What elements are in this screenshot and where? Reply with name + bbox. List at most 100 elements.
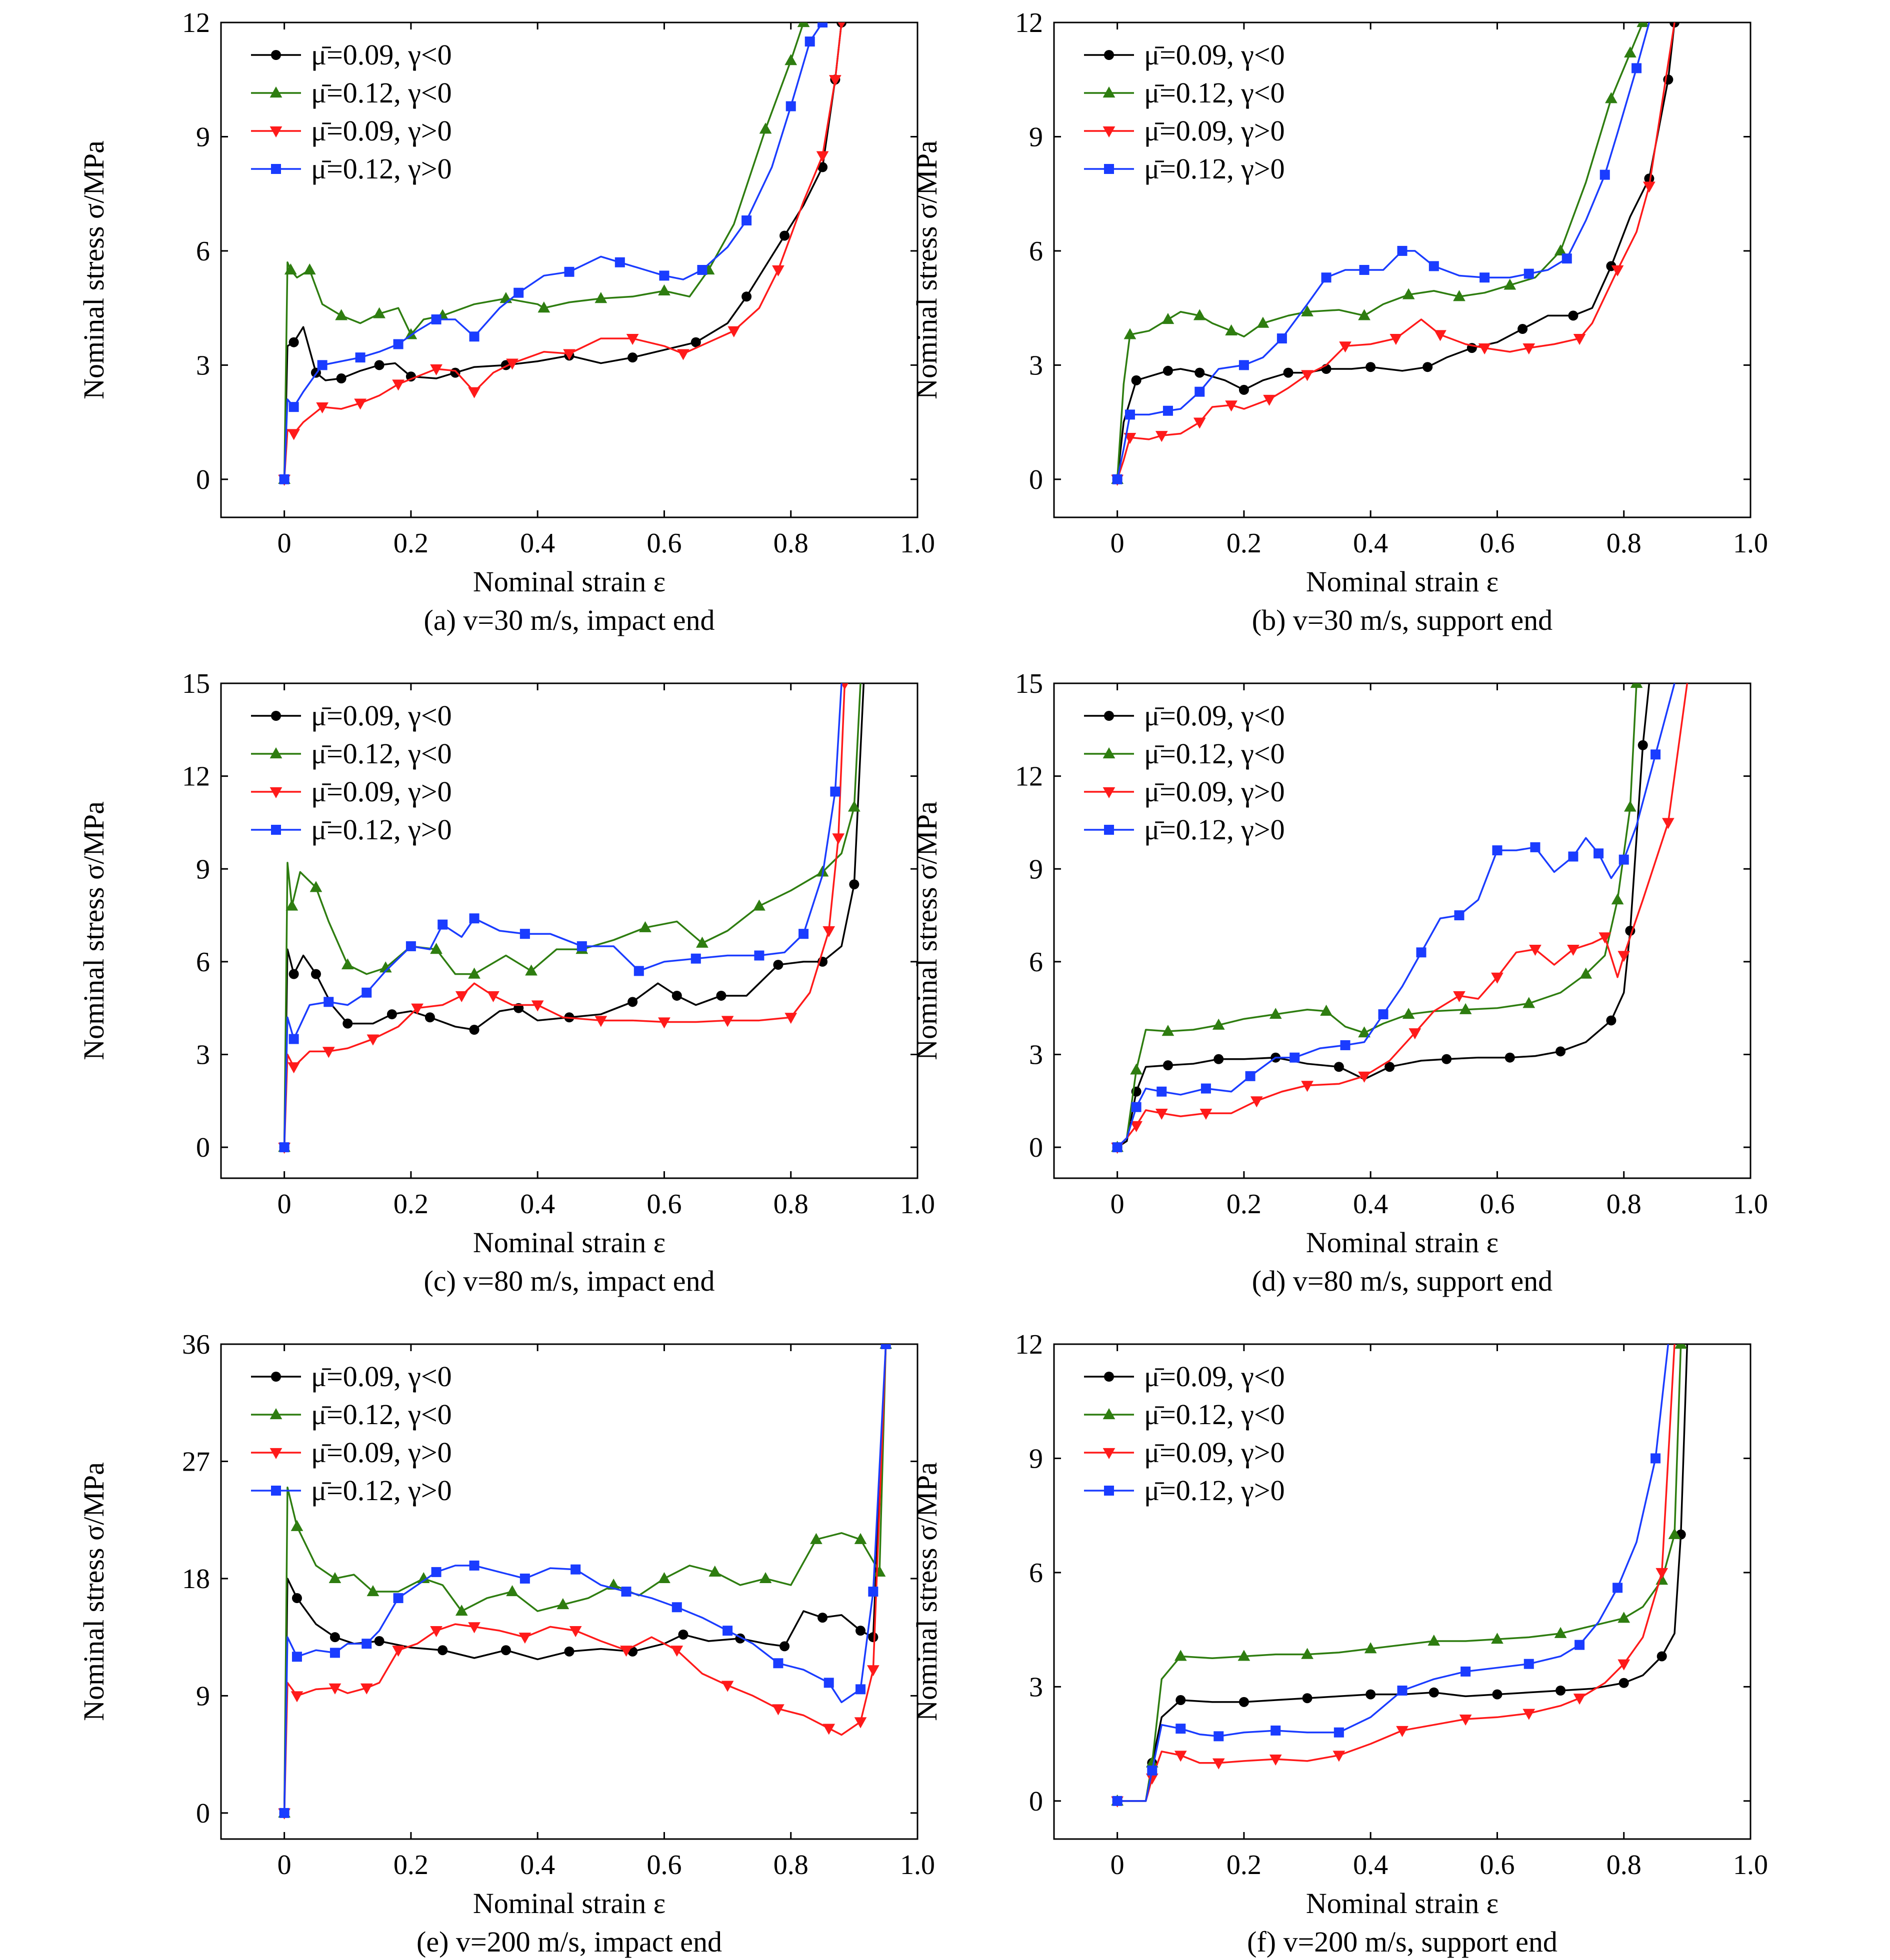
series-2-marker [1364, 1642, 1377, 1654]
series-2-marker [506, 1585, 518, 1597]
y-tick-label: 12 [1015, 761, 1043, 792]
y-tick-label: 6 [196, 947, 210, 978]
series-3-marker [620, 1646, 632, 1657]
series-2-marker [1193, 309, 1206, 320]
chart-panel-b: 0 0.2 0.4 0.6 0.8 1.0 0 3 6 9 12 Nominal strain ε No… [910, 7, 1768, 636]
series-4-marker [570, 1564, 581, 1575]
series-2-marker [1212, 1018, 1225, 1030]
series-2-marker [556, 1598, 570, 1610]
series-2-marker [284, 263, 297, 275]
series-2-marker [1225, 324, 1238, 335]
series-1-marker [1366, 362, 1376, 372]
x-tick-label: 0.6 [1480, 1189, 1514, 1220]
legend-label-2: μ̄=0.12, γ<0 [311, 737, 452, 770]
y-tick-label: 3 [196, 350, 210, 381]
plot-frame [1053, 1343, 1752, 1840]
series-3-marker [1618, 1659, 1630, 1671]
series-4-marker [1359, 265, 1370, 275]
legend-marker-2 [1102, 747, 1116, 759]
series-2-marker [1491, 1633, 1504, 1644]
series-2-marker [708, 1565, 722, 1577]
series-3-marker [1611, 265, 1624, 276]
series-2-marker [1624, 46, 1636, 58]
x-axis-title: Nominal strain ε [1306, 565, 1498, 598]
y-tick-label: 0 [1029, 1786, 1043, 1817]
x-tick-label: 0.8 [774, 528, 808, 559]
series-3-marker [841, 683, 848, 690]
series-2-marker [1320, 1004, 1332, 1016]
x-tick-label: 0.4 [520, 1189, 555, 1220]
x-tick-label: 0 [1110, 1850, 1124, 1881]
series-2-marker [341, 958, 354, 970]
legend: μ̄=0.09, γ<0 μ̄=0.12, γ<0 μ̄=0.09, γ>0 μ̄=0… [1084, 38, 1285, 185]
legend-marker-3 [270, 787, 282, 798]
y-tick-label: 9 [196, 121, 210, 152]
x-tick-label: 0.4 [1353, 528, 1388, 559]
series-3-marker [1656, 1568, 1668, 1579]
x-axis-title: Nominal strain ε [473, 1887, 666, 1920]
y-tick-label: 9 [196, 854, 210, 885]
series-4-marker [773, 1658, 784, 1669]
legend-label-3: μ̄=0.09, γ>0 [1144, 775, 1285, 808]
series-4-marker [1650, 749, 1661, 760]
series-4-marker [1574, 1640, 1585, 1650]
series-3-marker [867, 1665, 880, 1677]
series-2-marker [1504, 278, 1516, 290]
series-2-marker [1630, 683, 1643, 688]
series-3-marker [288, 1062, 300, 1074]
x-tick-label: 0.8 [1606, 528, 1642, 559]
legend-label-1: μ̄=0.09, γ<0 [1144, 1360, 1285, 1393]
x-axis-title: Nominal strain ε [1306, 1887, 1498, 1920]
series-4-marker [634, 966, 644, 976]
series-2-marker [1611, 893, 1624, 905]
legend-label-2: μ̄=0.12, γ<0 [1144, 1398, 1285, 1431]
series-2-marker [784, 54, 798, 65]
series-4-marker [1131, 1102, 1142, 1112]
series-1-marker [424, 1012, 435, 1023]
series-2-marker [1124, 328, 1136, 339]
series-1-marker [1618, 1678, 1629, 1688]
series-3-marker [1301, 1081, 1314, 1092]
series-1-marker [1606, 1015, 1616, 1026]
legend-marker-1 [1104, 50, 1114, 60]
series-1-marker [1238, 1697, 1249, 1707]
legend-label-1: μ̄=0.09, γ<0 [311, 699, 452, 732]
plot-frame [220, 21, 918, 518]
legend-marker-2 [1102, 1408, 1116, 1420]
series-1-marker [1283, 367, 1294, 378]
legend-marker-2 [270, 86, 282, 98]
x-tick-label: 0.2 [394, 1189, 428, 1220]
series-4-marker [279, 1142, 290, 1153]
series-3-marker [430, 364, 442, 375]
series-4-marker [1524, 1659, 1534, 1669]
series-4-marker [742, 215, 752, 225]
series-2-marker [1301, 305, 1314, 316]
y-tick-label: 12 [1015, 7, 1043, 38]
series-4-marker [1276, 333, 1287, 344]
series-3-marker [816, 151, 829, 162]
legend-label-4: μ̄=0.12, γ>0 [1144, 813, 1285, 846]
series-3-marker [1567, 945, 1580, 956]
series-3-marker [677, 349, 690, 360]
series-4-marker [1112, 474, 1122, 484]
y-tick-label: 18 [182, 1564, 210, 1595]
series-3-marker [594, 1016, 608, 1027]
legend-label-2: μ̄=0.12, γ<0 [1144, 737, 1285, 770]
series-4-marker [856, 1684, 866, 1695]
y-tick-label: 0 [1029, 464, 1043, 495]
series-4-marker [1416, 947, 1426, 958]
x-tick-label: 0.6 [646, 528, 682, 559]
series-2-marker [658, 1572, 670, 1584]
series-2-marker [286, 899, 298, 911]
y-tick-label: 15 [1015, 668, 1043, 699]
series-4-marker [431, 1567, 442, 1577]
series-1-marker [469, 1025, 480, 1035]
x-tick-label: 0.8 [1606, 1850, 1642, 1881]
series-4-marker [324, 997, 334, 1007]
x-tick-label: 0.2 [394, 1850, 428, 1881]
series-1-marker [288, 969, 299, 979]
y-axis-title: Nominal stress σ/MPa [78, 1462, 110, 1721]
series-2-marker [455, 1605, 468, 1616]
series-4-marker [1270, 1725, 1281, 1736]
legend-marker-3 [270, 126, 282, 137]
